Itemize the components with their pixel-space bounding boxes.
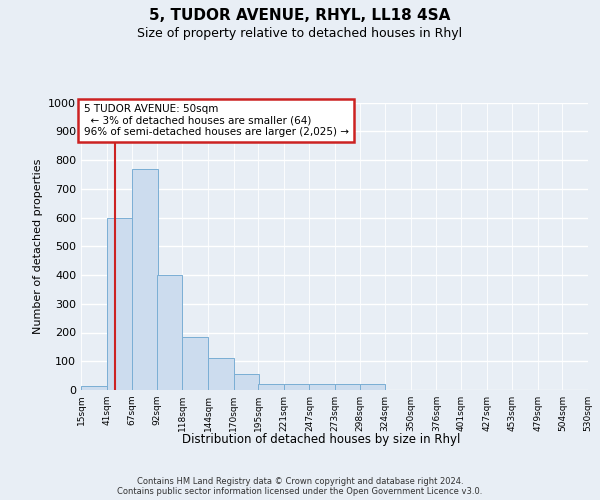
Text: 5, TUDOR AVENUE, RHYL, LL18 4SA: 5, TUDOR AVENUE, RHYL, LL18 4SA	[149, 8, 451, 22]
Text: 5 TUDOR AVENUE: 50sqm
  ← 3% of detached houses are smaller (64)
96% of semi-det: 5 TUDOR AVENUE: 50sqm ← 3% of detached h…	[83, 104, 349, 137]
Bar	[310, 384, 335, 390]
Bar	[359, 384, 385, 390]
Bar	[258, 384, 284, 390]
Bar	[132, 168, 158, 390]
Text: Distribution of detached houses by size in Rhyl: Distribution of detached houses by size …	[182, 432, 460, 446]
Bar	[233, 374, 259, 390]
Bar	[107, 218, 132, 390]
Text: Size of property relative to detached houses in Rhyl: Size of property relative to detached ho…	[137, 28, 463, 40]
Bar	[208, 358, 233, 390]
Bar	[81, 386, 107, 390]
Bar	[157, 275, 182, 390]
Y-axis label: Number of detached properties: Number of detached properties	[32, 158, 43, 334]
Bar	[335, 384, 361, 390]
Bar	[182, 337, 208, 390]
Bar	[284, 384, 310, 390]
Text: Contains HM Land Registry data © Crown copyright and database right 2024.
Contai: Contains HM Land Registry data © Crown c…	[118, 476, 482, 496]
